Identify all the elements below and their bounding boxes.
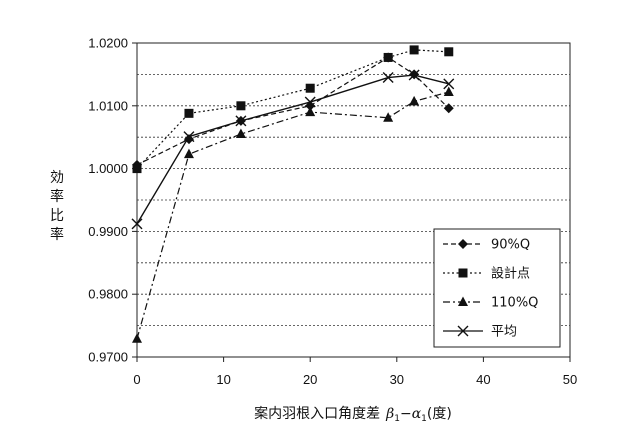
y-tick-label: 0.9800 bbox=[88, 287, 128, 302]
y-tick-label: 0.9700 bbox=[88, 350, 128, 365]
x-tick-label: 40 bbox=[476, 372, 490, 387]
y-tick-label: 1.0000 bbox=[88, 161, 128, 176]
x-tick-label: 10 bbox=[216, 372, 230, 387]
x-axis-label-main: 案内羽根入口角度差 bbox=[254, 405, 380, 422]
x-axis-label-beta: β bbox=[385, 406, 394, 422]
x-tick-label: 20 bbox=[303, 372, 317, 387]
y-tick-label: 0.9900 bbox=[88, 224, 128, 239]
legend-label: 設計点 bbox=[491, 266, 530, 282]
data-point-square bbox=[410, 45, 419, 54]
y-tick-label: 1.0200 bbox=[88, 36, 128, 51]
x-tick-label: 0 bbox=[133, 372, 140, 387]
y-tick-label: 1.0100 bbox=[88, 98, 128, 113]
legend-label: 90%Q bbox=[491, 238, 530, 253]
y-axis-label-char-4: 率 bbox=[50, 226, 64, 243]
x-tick-label: 30 bbox=[390, 372, 404, 387]
y-axis-label-char-3: 比 bbox=[50, 208, 64, 224]
legend-marker-square bbox=[459, 269, 468, 278]
data-point-square bbox=[306, 84, 315, 93]
x-axis-label-unit: (度) bbox=[427, 406, 452, 422]
y-axis-label: 効 率 比 率 bbox=[50, 170, 64, 243]
data-point-square bbox=[133, 164, 142, 173]
x-tick-label: 50 bbox=[563, 372, 577, 387]
legend-label: 平均 bbox=[491, 325, 517, 340]
data-point-square bbox=[184, 109, 193, 118]
x-axis-label: 案内羽根入口角度差β1−α1(度) bbox=[254, 405, 452, 424]
y-axis-label-char-1: 効 bbox=[50, 170, 64, 186]
data-point-square bbox=[236, 101, 245, 110]
legend: 90%Q 設計点 110%Q 平均 bbox=[434, 229, 560, 347]
x-axis-ticks: 0 10 20 30 40 50 bbox=[133, 357, 577, 387]
data-point-square bbox=[444, 47, 453, 56]
legend-label: 110%Q bbox=[491, 296, 538, 311]
efficiency-ratio-chart: 0.9700 0.9800 0.9900 1.0000 1.0100 1.0200 0 10… bbox=[0, 0, 640, 438]
y-axis-ticks: 0.9700 0.9800 0.9900 1.0000 1.0100 1.0200 bbox=[88, 36, 137, 365]
x-axis-label-minus: − bbox=[400, 406, 412, 422]
data-point-square bbox=[384, 53, 393, 62]
y-axis-label-char-2: 率 bbox=[50, 188, 64, 205]
